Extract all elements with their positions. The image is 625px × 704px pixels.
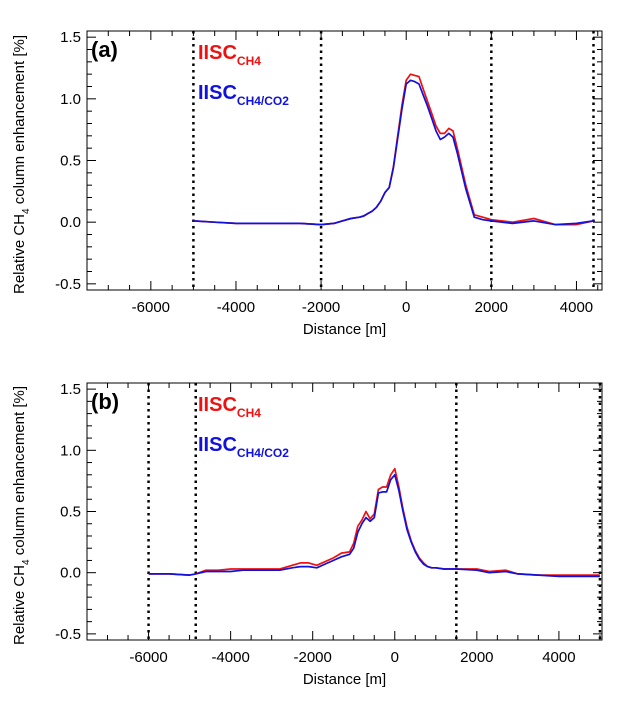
x-tick-label: -4000 <box>211 649 249 666</box>
y-axis-title: Relative CH4 column enhancement [%] <box>11 35 32 294</box>
y-tick-label: 1.5 <box>60 381 81 398</box>
y-tick-label: -0.5 <box>55 276 81 293</box>
panel-label: (b) <box>91 389 119 414</box>
legend-entry-subscript: CH4/CO2 <box>237 94 289 108</box>
plot-frame <box>86 30 603 291</box>
x-axis-title: Distance [m] <box>303 321 386 338</box>
legend-entry-name: IISC <box>198 42 237 64</box>
chart-panel-a: -6000 -4000 -2000 0 2000 4000 -0.5 0.0 0.5 1.0 1.5… <box>11 29 603 338</box>
y-tick-label: 1.0 <box>60 442 81 459</box>
y-tick-label: 0.0 <box>60 565 81 582</box>
x-tick-label: -4000 <box>217 299 255 316</box>
legend-entry-subscript: CH4 <box>237 406 261 420</box>
y-axis-title-tail: column enhancement [%] <box>11 386 28 559</box>
y-tick-label: 0.0 <box>60 214 81 231</box>
legend-entry-subscript: CH4 <box>237 54 261 68</box>
legend-entry-name: IISC <box>198 394 237 416</box>
chart-panel-b: -6000 -4000 -2000 0 2000 4000 -0.5 0.0 0.5 1.0 1.5… <box>11 381 603 688</box>
x-tick-label: 0 <box>402 299 410 316</box>
x-tick-label: -2000 <box>302 299 340 316</box>
y-axis-title-main: Relative CH <box>11 214 28 294</box>
plot-frame <box>86 382 603 641</box>
series-line-iisc-ch4-co2 <box>148 473 600 578</box>
x-tick-label: 4000 <box>542 649 575 666</box>
x-tick-label: 0 <box>391 649 399 666</box>
y-axis-title-subscript: 4 <box>21 559 32 565</box>
y-tick-label: -0.5 <box>55 626 81 643</box>
y-axis-title: Relative CH4 column enhancement [%] <box>11 386 32 645</box>
x-tick-label: -6000 <box>132 299 170 316</box>
y-tick-label: 1.0 <box>60 91 81 108</box>
panel-label: (a) <box>91 37 118 62</box>
y-tick-label: 1.5 <box>60 29 81 46</box>
x-axis-title: Distance [m] <box>303 671 386 688</box>
y-axis-title-tail: column enhancement [%] <box>11 35 28 208</box>
y-axis-title-subscript: 4 <box>21 208 32 214</box>
legend-entry-ch4-co2: IISCCH4/CO2 <box>198 82 289 108</box>
x-tick-label: -6000 <box>129 649 167 666</box>
legend-entry-ch4: IISCCH4 <box>198 42 261 68</box>
x-tick-label: 2000 <box>460 649 493 666</box>
y-tick-label: 0.5 <box>60 504 81 521</box>
x-tick-label: -2000 <box>294 649 332 666</box>
series-line-iisc-ch4 <box>148 467 600 576</box>
x-tick-label: 2000 <box>475 299 508 316</box>
x-tick-label: 4000 <box>560 299 593 316</box>
legend-entry-ch4-co2: IISCCH4/CO2 <box>198 434 289 460</box>
legend-entry-ch4: IISCCH4 <box>198 394 261 420</box>
series-line-iisc-ch4-co2 <box>193 79 594 226</box>
legend-entry-subscript: CH4/CO2 <box>237 446 289 460</box>
y-tick-label: 0.5 <box>60 153 81 170</box>
y-axis-title-main: Relative CH <box>11 565 28 645</box>
legend-entry-name: IISC <box>198 434 237 456</box>
legend-entry-name: IISC <box>198 82 237 104</box>
